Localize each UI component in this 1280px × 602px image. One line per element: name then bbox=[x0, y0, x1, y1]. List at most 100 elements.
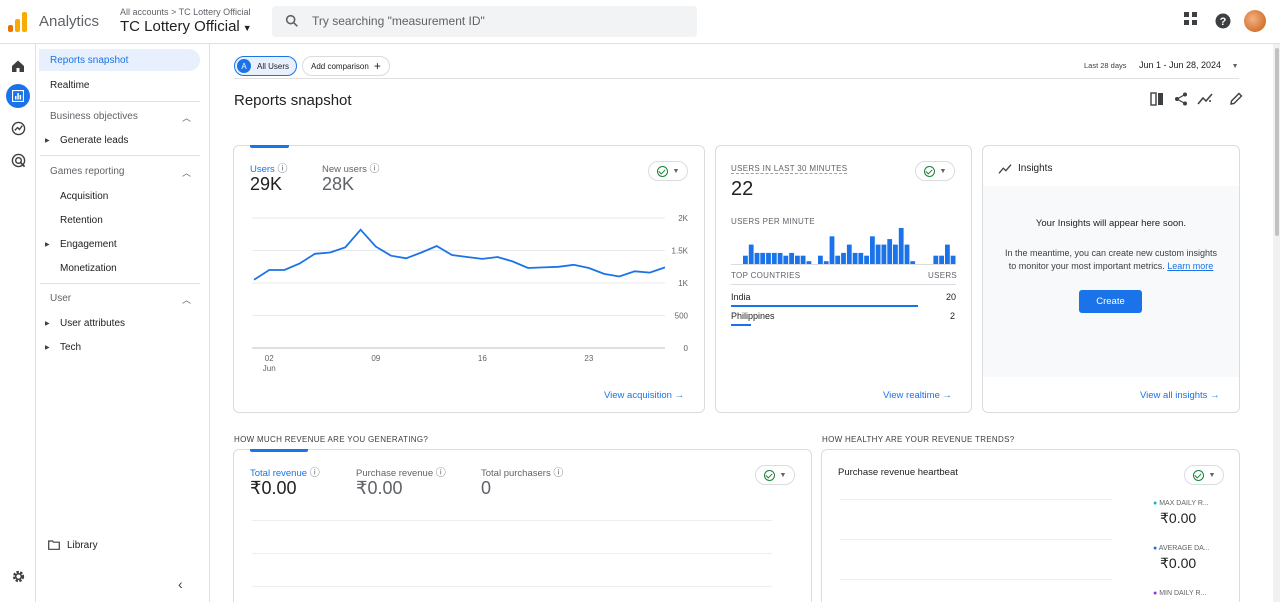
view-acquisition-link[interactable]: View acquisition → bbox=[604, 390, 684, 401]
insights-body-line-1: In the meantime, you can create new cust… bbox=[1004, 248, 1218, 258]
insights-headline: Your Insights will appear here soon. bbox=[1035, 218, 1187, 229]
learn-more-link[interactable]: Learn more bbox=[1167, 261, 1214, 271]
account-breadcrumb[interactable]: All accounts > TC Lottery Official bbox=[120, 7, 251, 17]
account-name: TC Lottery Official bbox=[120, 18, 240, 35]
help-icon[interactable]: ⓘ bbox=[277, 164, 288, 175]
per-minute-bar bbox=[754, 252, 760, 264]
trends-section-heading: HOW HEALTHY ARE YOUR REVENUE TRENDS? bbox=[822, 435, 1015, 444]
check-circle-icon bbox=[1192, 469, 1204, 481]
comparison-toggle[interactable]: ▼ bbox=[1184, 465, 1224, 485]
share-icon[interactable] bbox=[1174, 92, 1188, 106]
library-label: Library bbox=[67, 539, 98, 551]
help-icon[interactable]: ? bbox=[1215, 13, 1231, 29]
total-purchasers-tab[interactable]: Total purchasers ⓘ bbox=[481, 464, 563, 479]
per-minute-bar bbox=[806, 261, 812, 264]
per-minute-bar bbox=[846, 244, 852, 264]
view-realtime-label: View realtime bbox=[883, 390, 940, 401]
search-bar[interactable]: Try searching "measurement ID" bbox=[272, 6, 697, 37]
expand-arrow-icon[interactable]: ▶ bbox=[45, 138, 50, 144]
per-minute-bar bbox=[898, 228, 904, 264]
nav-tech[interactable]: Tech bbox=[60, 341, 82, 353]
comparison-toggle[interactable]: ▼ bbox=[648, 161, 688, 181]
realtime-card bbox=[715, 145, 972, 413]
insights-body bbox=[983, 186, 1239, 377]
chevron-down-icon: ▼ bbox=[1208, 471, 1216, 479]
create-insight-button[interactable]: Create bbox=[1079, 290, 1142, 313]
help-icon[interactable]: ⓘ bbox=[435, 468, 446, 479]
arrow-right-icon: → bbox=[942, 390, 953, 401]
users-series-line bbox=[253, 228, 666, 281]
add-comparison-label: Add comparison bbox=[311, 61, 369, 71]
chevron-up-icon[interactable]: ︿ bbox=[182, 113, 192, 123]
purchase-revenue-tab[interactable]: Purchase revenue ⓘ bbox=[356, 464, 446, 479]
nav-library[interactable]: Library bbox=[48, 534, 98, 556]
view-realtime-link[interactable]: View realtime → bbox=[883, 390, 952, 401]
help-icon[interactable]: ⓘ bbox=[369, 164, 380, 175]
total-revenue-label: Total revenue bbox=[250, 468, 308, 479]
users-overview-card bbox=[233, 145, 705, 413]
segment-chip-all-users[interactable]: A All Users bbox=[234, 56, 297, 76]
metric-users-label: Users bbox=[250, 164, 275, 175]
country-name: Philippines bbox=[731, 311, 775, 321]
nav-retention[interactable]: Retention bbox=[60, 214, 103, 226]
page-title: Reports snapshot bbox=[234, 92, 352, 109]
legend-max-daily: ● MAX DAILY R... bbox=[1153, 500, 1209, 507]
gridline bbox=[252, 520, 772, 521]
view-acquisition-label: View acquisition bbox=[604, 390, 672, 401]
edit-pencil-icon[interactable] bbox=[1229, 92, 1243, 106]
total-revenue-tab[interactable]: Total revenue ⓘ bbox=[250, 464, 320, 479]
comparison-toggle[interactable]: ▼ bbox=[755, 465, 795, 485]
analytics-logo[interactable] bbox=[8, 12, 28, 32]
compare-columns-icon[interactable] bbox=[1150, 92, 1164, 106]
settings-gear-icon[interactable] bbox=[6, 564, 30, 588]
chevron-up-icon[interactable]: ︿ bbox=[182, 168, 192, 178]
date-range-selector[interactable]: Jun 1 - Jun 28, 2024 ▼ bbox=[1139, 60, 1239, 70]
expand-arrow-icon[interactable]: ▶ bbox=[45, 242, 50, 248]
account-selector[interactable]: TC Lottery Official ▼ bbox=[120, 18, 252, 35]
home-icon[interactable] bbox=[6, 54, 30, 78]
section-games-reporting[interactable]: Games reporting bbox=[50, 166, 125, 177]
nav-realtime[interactable]: Realtime bbox=[50, 79, 90, 91]
apps-grid-icon[interactable] bbox=[1184, 12, 1198, 26]
help-icon[interactable]: ⓘ bbox=[553, 468, 564, 479]
nav-monetization[interactable]: Monetization bbox=[60, 262, 117, 274]
per-minute-bar bbox=[933, 255, 939, 264]
users-metric-tab[interactable]: Users ⓘ bbox=[250, 160, 287, 175]
nav-user-attributes[interactable]: User attributes bbox=[60, 317, 126, 329]
y-tick-label: 2K bbox=[678, 214, 688, 223]
page-scrollbar[interactable] bbox=[1273, 44, 1280, 602]
check-circle-icon bbox=[656, 165, 668, 177]
chevron-down-icon: ▼ bbox=[1231, 63, 1239, 70]
collapse-chevron-left-icon[interactable]: ‹ bbox=[178, 576, 183, 592]
reports-icon[interactable] bbox=[6, 84, 30, 108]
help-icon[interactable]: ⓘ bbox=[309, 468, 320, 479]
comparison-toggle[interactable]: ▼ bbox=[915, 161, 955, 181]
view-all-insights-link[interactable]: View all insights → bbox=[1140, 390, 1220, 401]
per-minute-bar bbox=[887, 239, 893, 264]
expand-arrow-icon[interactable]: ▶ bbox=[45, 345, 50, 351]
nav-reports-snapshot[interactable]: Reports snapshot bbox=[39, 49, 200, 71]
expand-arrow-icon[interactable]: ▶ bbox=[45, 321, 50, 327]
nav-acquisition[interactable]: Acquisition bbox=[60, 190, 109, 202]
avatar[interactable] bbox=[1244, 10, 1266, 32]
add-comparison-button[interactable]: Add comparison + bbox=[302, 56, 390, 76]
insights-trend-icon[interactable] bbox=[1197, 92, 1213, 106]
insights-body-line-2: to monitor your most important metrics. … bbox=[983, 261, 1239, 271]
section-user[interactable]: User bbox=[50, 293, 72, 304]
search-icon bbox=[285, 14, 298, 27]
section-business-objectives[interactable]: Business objectives bbox=[50, 111, 138, 122]
per-minute-bar bbox=[858, 252, 864, 264]
scrollbar-thumb[interactable] bbox=[1275, 48, 1279, 236]
divider bbox=[731, 284, 956, 285]
nav-engagement[interactable]: Engagement bbox=[60, 238, 117, 250]
nav-generate-leads[interactable]: Generate leads bbox=[60, 134, 129, 146]
per-minute-bar bbox=[818, 255, 823, 264]
insights-title: Insights bbox=[1018, 163, 1053, 174]
advertising-icon[interactable] bbox=[6, 148, 30, 172]
realtime-users-label: USERS IN LAST 30 MINUTES bbox=[731, 164, 848, 174]
chevron-up-icon[interactable]: ︿ bbox=[182, 295, 192, 305]
new-users-metric-tab[interactable]: New users ⓘ bbox=[322, 160, 380, 175]
per-minute-bar bbox=[864, 255, 869, 264]
per-minute-bar bbox=[904, 244, 910, 264]
explore-icon[interactable] bbox=[6, 116, 30, 140]
